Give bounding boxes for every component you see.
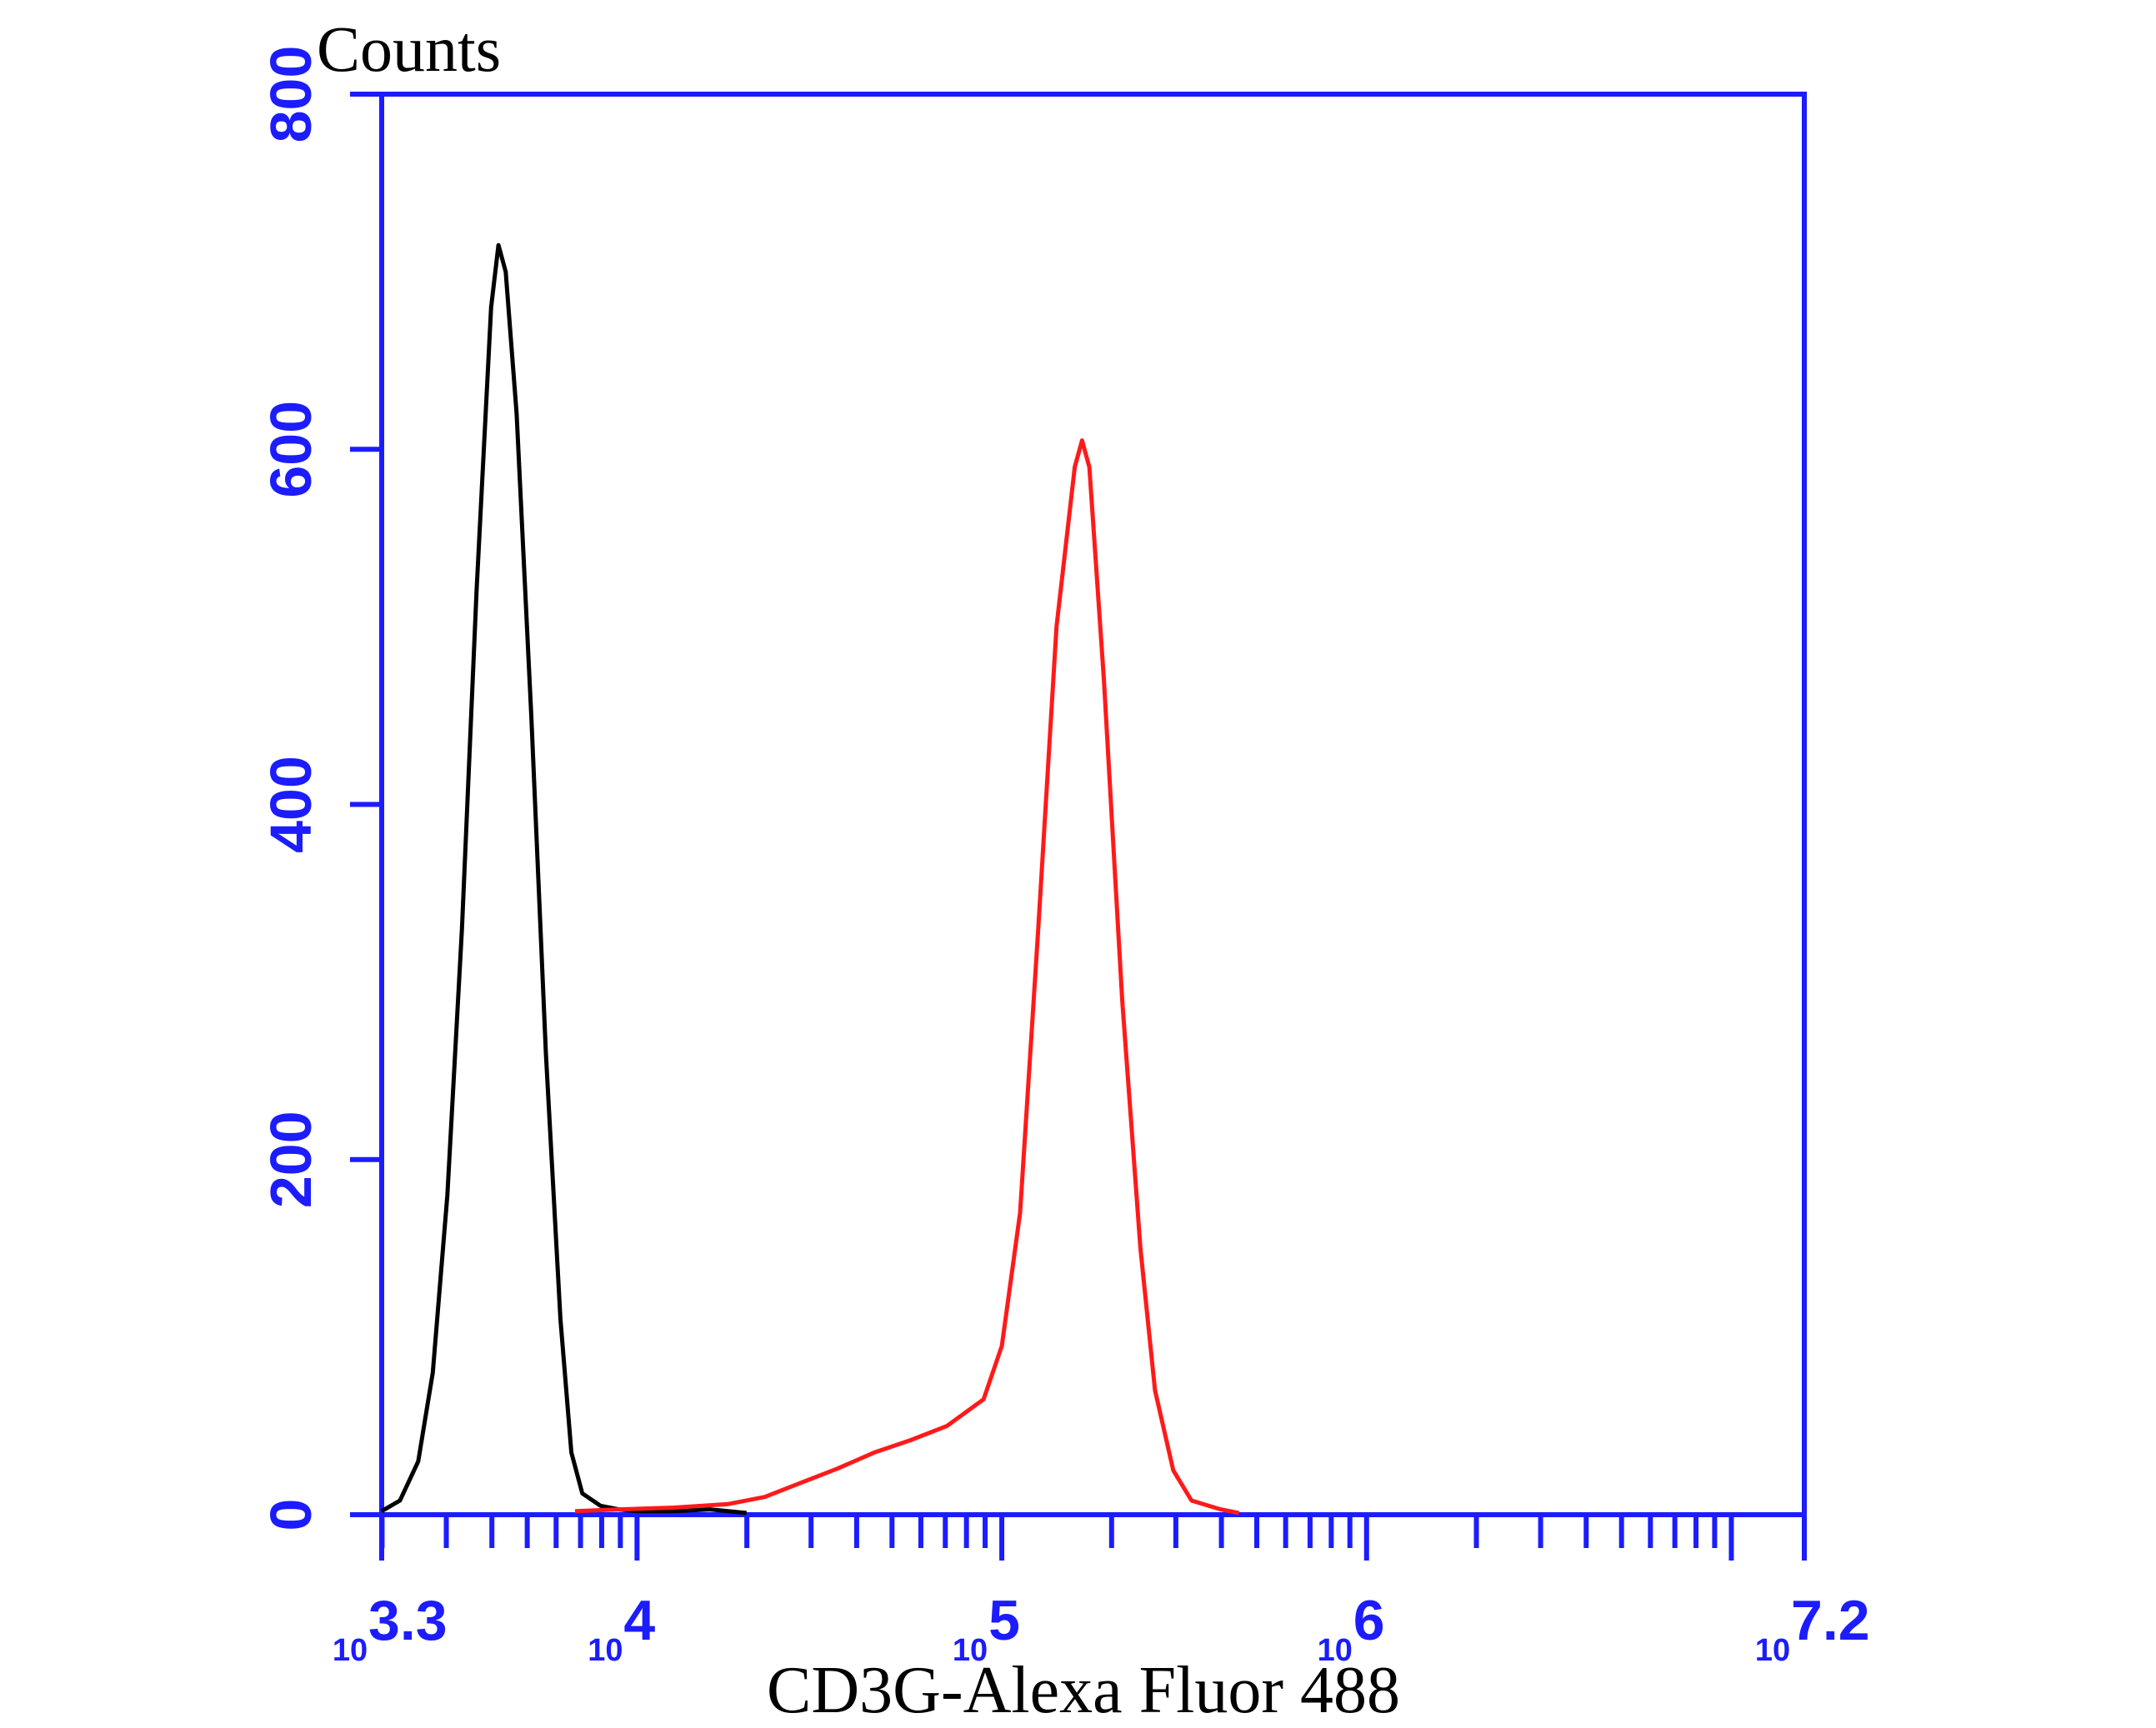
y-tick-label: 600 — [258, 401, 323, 498]
y-tick-label: 800 — [258, 46, 323, 143]
x-tick-label-base: 10 — [333, 1633, 368, 1668]
y-tick-label: 0 — [258, 1499, 323, 1531]
y-tick-label: 200 — [258, 1111, 323, 1208]
x-tick-label-exponent: 7.2 — [1791, 1589, 1870, 1652]
plot-frame — [379, 92, 1807, 1517]
x-tick-label-exponent: 6 — [1353, 1589, 1385, 1652]
x-axis-label: CD3G-Alexa Fluor 488 — [767, 1654, 1400, 1727]
series-line-1 — [380, 242, 747, 1516]
x-tick-label-exponent: 5 — [988, 1589, 1020, 1652]
y-axis-label: Counts — [317, 12, 501, 85]
x-tick-label-base: 10 — [1755, 1633, 1790, 1668]
y-tick-label: 400 — [258, 756, 323, 853]
series-line-2 — [574, 438, 1240, 1516]
x-tick-label-exponent: 3.3 — [368, 1589, 448, 1652]
x-tick-label-base: 10 — [953, 1633, 988, 1668]
x-tick-label-exponent: 4 — [623, 1589, 655, 1652]
x-tick-label-base: 10 — [1318, 1633, 1353, 1668]
x-tick-label-base: 10 — [588, 1633, 623, 1668]
